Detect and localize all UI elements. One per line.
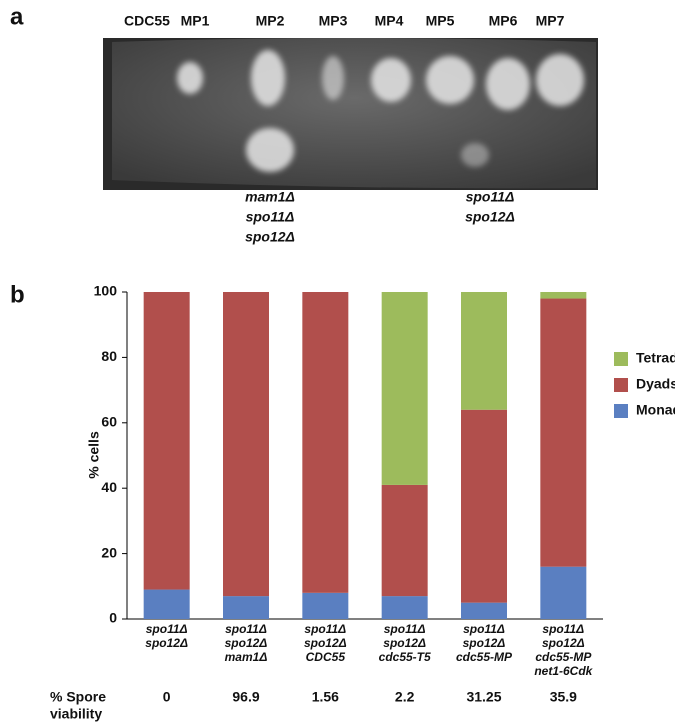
y-tick-label: 80 [101,348,117,364]
x-tick-label: spo11Δ [225,622,267,636]
x-tick-label: spo12Δ [304,636,347,650]
legend-label: Monads [636,402,675,418]
column-label: MP7 [536,13,565,29]
x-tick-label: spo12Δ [542,636,585,650]
viability-value: 35.9 [550,689,577,705]
x-tick-label: spo11Δ [542,622,584,636]
column-label: MP5 [426,13,455,29]
y-tick-label: 40 [101,479,117,495]
x-tick-label: spo12Δ [463,636,506,650]
bar-segment [461,602,507,619]
genotype-label: spo11Δ [246,209,295,225]
legend-swatch [614,352,628,366]
x-tick-label: spo12Δ [383,636,426,650]
column-label: MP2 [256,13,285,29]
viability-value: 96.9 [232,689,259,705]
bar-segment [381,292,428,485]
x-tick-label: mam1Δ [225,650,268,664]
bar-segment [302,292,349,593]
viability-value: 0 [163,689,171,705]
column-label: MP6 [489,13,518,29]
bar-segment [540,292,587,299]
bar-segment [540,298,587,567]
legend-label: Tetrads [636,350,675,366]
bar-segment [143,589,190,619]
column-label: MP3 [319,13,348,29]
legend-swatch [614,378,628,392]
legend-label: Dyads [636,376,675,392]
x-tick-label: cdc55-T5 [379,650,431,664]
bar-segment [302,592,349,619]
x-tick-label: cdc55-MP [535,650,592,664]
bar-segment [540,566,587,619]
legend-swatch [614,404,628,418]
x-tick-label: cdc55-MP [456,650,513,664]
y-tick-label: 20 [101,544,117,560]
y-tick-label: 0 [109,610,117,626]
bar-segment [143,292,190,590]
bar-segment [381,596,428,619]
x-tick-label: spo11Δ [463,622,505,636]
panel-letter: a [10,3,24,30]
bar-segment [223,596,269,619]
x-tick-label: spo11Δ [146,622,188,636]
bar-segment [381,484,428,597]
x-tick-label: net1-6Cdk [534,664,593,678]
x-tick-label: spo12Δ [145,636,188,650]
viability-value: 2.2 [395,689,415,705]
column-label: MP4 [375,13,404,29]
genotype-label: mam1Δ [245,189,295,205]
y-tick-label: 60 [101,414,117,430]
column-label: MP1 [181,13,210,29]
genotype-label: spo11Δ [466,189,515,205]
genotype-label: spo12Δ [465,209,515,225]
viability-value: 31.25 [466,689,501,705]
panel-letter: b [10,281,25,308]
bar-segment [461,292,507,410]
viability-label: viability [50,706,102,722]
x-tick-label: spo11Δ [304,622,346,636]
plate-photo [103,38,598,190]
viability-label: % Spore [50,689,106,705]
x-tick-label: CDC55 [306,650,346,664]
x-tick-label: spo12Δ [225,636,268,650]
y-axis-label: % cells [86,431,102,479]
bar-segment [461,409,507,603]
x-tick-label: spo11Δ [384,622,426,636]
column-label: CDC55 [124,13,170,29]
bar-segment [223,292,269,597]
y-tick-label: 100 [94,283,118,299]
genotype-label: spo12Δ [245,229,295,245]
viability-value: 1.56 [312,689,339,705]
